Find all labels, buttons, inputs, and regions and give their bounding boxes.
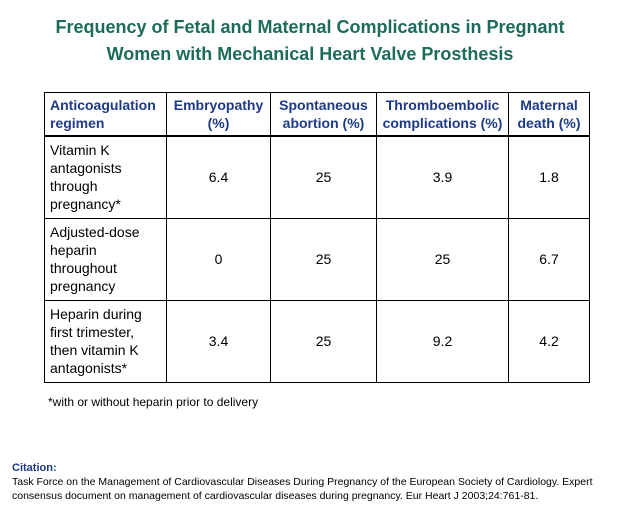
complications-table: Anticoagulation regimen Embryopathy (%) Sp…	[44, 92, 590, 383]
embryopathy-cell: 6.4	[166, 135, 271, 219]
maternal-death-cell: 6.7	[508, 217, 590, 301]
maternal-death-cell: 4.2	[508, 299, 590, 383]
abortion-cell: 25	[270, 217, 377, 301]
embryopathy-cell: 3.4	[166, 299, 271, 383]
citation-label: Citation:	[12, 462, 57, 474]
table-row: Vitamin K antagonists through pregnancy*…	[44, 135, 590, 219]
regimen-cell: Vitamin K antagonists through pregnancy*	[44, 135, 167, 219]
citation-text-line-1: Task Force on the Management of Cardiova…	[12, 476, 593, 488]
maternal-death-cell: 1.8	[508, 135, 590, 219]
header-embryopathy: Embryopathy (%)	[166, 92, 271, 137]
thromboembolic-cell: 9.2	[376, 299, 509, 383]
embryopathy-cell: 0	[166, 217, 271, 301]
thromboembolic-cell: 25	[376, 217, 509, 301]
header-maternal-death: Maternal death (%)	[508, 92, 590, 137]
footnote: *with or without heparin prior to delive…	[48, 395, 259, 409]
abortion-cell: 25	[270, 299, 377, 383]
abortion-cell: 25	[270, 135, 377, 219]
table-row: Adjusted-dose heparin throughout pregnan…	[44, 217, 590, 301]
thromboembolic-cell: 3.9	[376, 135, 509, 219]
citation: Citation: Task Force on the Management o…	[12, 461, 612, 503]
header-regimen: Anticoagulation regimen	[44, 92, 167, 137]
title-line-1: Frequency of Fetal and Maternal Complica…	[55, 17, 565, 37]
header-thromboembolic: Thromboembolic complications (%)	[376, 92, 509, 137]
page-title: Frequency of Fetal and Maternal Complica…	[0, 14, 620, 68]
table-header-row: Anticoagulation regimen Embryopathy (%) Sp…	[44, 92, 590, 137]
header-abortion: Spontaneous abortion (%)	[270, 92, 377, 137]
citation-text-line-2: consensus document on management of card…	[12, 490, 539, 502]
regimen-cell: Heparin during first trimester, then vit…	[44, 299, 167, 383]
regimen-cell: Adjusted-dose heparin throughout pregnan…	[44, 217, 167, 301]
title-line-2: Women with Mechanical Heart Valve Prosth…	[106, 44, 514, 64]
table-row: Heparin during first trimester, then vit…	[44, 299, 590, 383]
